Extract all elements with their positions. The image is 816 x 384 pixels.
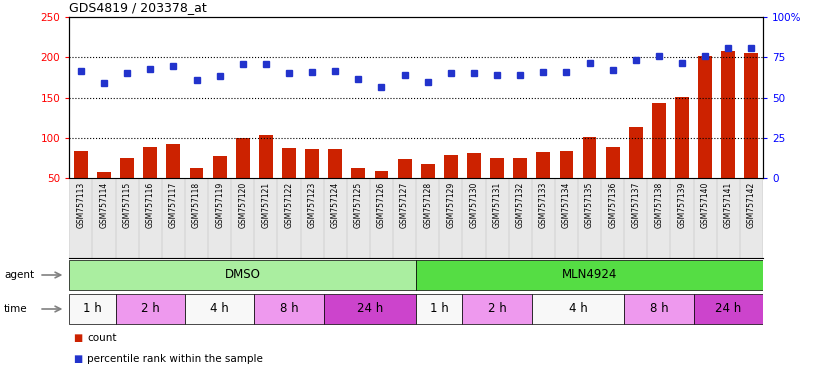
Bar <box>536 152 550 178</box>
Text: GSM757127: GSM757127 <box>400 182 409 228</box>
Text: 1 h: 1 h <box>83 303 102 316</box>
Text: 24 h: 24 h <box>715 303 742 316</box>
Text: GSM757126: GSM757126 <box>377 182 386 228</box>
Text: GSM757142: GSM757142 <box>747 182 756 228</box>
Text: 8 h: 8 h <box>650 303 668 316</box>
Text: 4 h: 4 h <box>211 303 229 316</box>
Text: time: time <box>4 304 28 314</box>
Bar <box>721 51 735 178</box>
Bar <box>305 149 319 178</box>
Bar <box>675 97 689 178</box>
Text: GSM757124: GSM757124 <box>330 182 339 228</box>
Text: agent: agent <box>4 270 34 280</box>
Bar <box>652 103 666 178</box>
FancyBboxPatch shape <box>116 294 185 324</box>
Text: GSM757136: GSM757136 <box>608 182 617 228</box>
Text: 1 h: 1 h <box>430 303 449 316</box>
Text: GSM757130: GSM757130 <box>469 182 478 228</box>
Text: GSM757132: GSM757132 <box>516 182 525 228</box>
Bar <box>629 127 643 178</box>
Bar <box>421 164 435 178</box>
Text: GSM757113: GSM757113 <box>77 182 86 228</box>
FancyBboxPatch shape <box>69 260 416 290</box>
Text: GSM757123: GSM757123 <box>308 182 317 228</box>
Text: GSM757125: GSM757125 <box>354 182 363 228</box>
Text: GSM757131: GSM757131 <box>493 182 502 228</box>
Text: GSM757118: GSM757118 <box>192 182 201 228</box>
Bar <box>189 167 203 178</box>
Bar <box>282 148 296 178</box>
Text: GSM757120: GSM757120 <box>238 182 247 228</box>
Text: GSM757117: GSM757117 <box>169 182 178 228</box>
Bar <box>74 151 88 178</box>
Text: MLN4924: MLN4924 <box>562 268 617 281</box>
Text: ■: ■ <box>73 354 82 364</box>
Text: GSM757122: GSM757122 <box>285 182 294 228</box>
Text: GSM757139: GSM757139 <box>677 182 686 228</box>
Bar <box>744 53 758 178</box>
Bar <box>698 56 712 178</box>
Bar <box>605 147 619 178</box>
Text: 2 h: 2 h <box>141 303 160 316</box>
Text: GSM757115: GSM757115 <box>122 182 131 228</box>
Bar <box>213 156 227 178</box>
FancyBboxPatch shape <box>532 294 624 324</box>
Text: 8 h: 8 h <box>280 303 299 316</box>
Text: ■: ■ <box>73 333 82 343</box>
Bar <box>397 159 411 178</box>
Bar <box>467 153 481 178</box>
Text: percentile rank within the sample: percentile rank within the sample <box>87 354 264 364</box>
Bar <box>352 168 366 178</box>
FancyBboxPatch shape <box>624 294 694 324</box>
Bar <box>97 172 111 178</box>
Text: GSM757138: GSM757138 <box>654 182 663 228</box>
Text: GSM757141: GSM757141 <box>724 182 733 228</box>
Text: 24 h: 24 h <box>357 303 383 316</box>
Text: GDS4819 / 203378_at: GDS4819 / 203378_at <box>69 2 207 15</box>
Bar <box>490 158 504 178</box>
Bar <box>259 134 273 178</box>
Text: GSM757119: GSM757119 <box>215 182 224 228</box>
FancyBboxPatch shape <box>255 294 324 324</box>
FancyBboxPatch shape <box>416 260 763 290</box>
FancyBboxPatch shape <box>694 294 763 324</box>
Text: GSM757133: GSM757133 <box>539 182 548 228</box>
Text: GSM757128: GSM757128 <box>424 182 432 228</box>
FancyBboxPatch shape <box>463 294 532 324</box>
Bar <box>236 138 250 178</box>
Text: GSM757121: GSM757121 <box>261 182 270 228</box>
Text: DMSO: DMSO <box>225 268 260 281</box>
Text: 4 h: 4 h <box>569 303 588 316</box>
Bar <box>583 137 596 178</box>
Text: count: count <box>87 333 117 343</box>
Text: 2 h: 2 h <box>488 303 507 316</box>
Text: GSM757116: GSM757116 <box>146 182 155 228</box>
FancyBboxPatch shape <box>69 294 116 324</box>
Bar <box>513 158 527 178</box>
Bar <box>120 158 134 178</box>
Bar <box>328 149 342 178</box>
Text: GSM757135: GSM757135 <box>585 182 594 228</box>
Text: GSM757137: GSM757137 <box>632 182 641 228</box>
Bar <box>560 151 574 178</box>
FancyBboxPatch shape <box>185 294 255 324</box>
FancyBboxPatch shape <box>416 294 463 324</box>
Text: GSM757129: GSM757129 <box>446 182 455 228</box>
Text: GSM757114: GSM757114 <box>100 182 109 228</box>
Bar <box>166 144 180 178</box>
Text: GSM757140: GSM757140 <box>701 182 710 228</box>
FancyBboxPatch shape <box>324 294 416 324</box>
Bar <box>144 147 157 178</box>
Bar <box>444 155 458 178</box>
Text: GSM757134: GSM757134 <box>562 182 571 228</box>
Bar <box>375 171 388 178</box>
